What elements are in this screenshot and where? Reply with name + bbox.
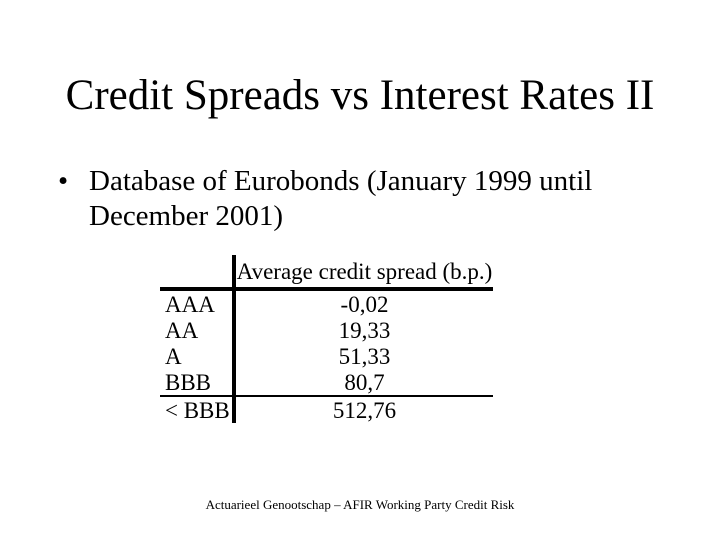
- rating-cell: AA: [165, 317, 199, 343]
- column-header-average-credit-spread: Average credit spread (b.p.): [232, 255, 493, 291]
- table-corner-cell: [160, 255, 234, 291]
- bullet-text: Database of Eurobonds (January 1999 unti…: [89, 165, 593, 232]
- rating-cell: A: [165, 343, 182, 369]
- spread-value-cell: 512,76: [232, 396, 493, 423]
- table-row: < BBB 512,76: [160, 396, 493, 423]
- table-row: A 51,33: [160, 343, 493, 369]
- table-header-row: Average credit spread (b.p.): [160, 255, 493, 291]
- credit-spread-table: Average credit spread (b.p.) AAA -0,02 A…: [160, 255, 493, 423]
- table-row: BBB 80,7: [160, 369, 493, 397]
- spread-value-cell: 19,33: [232, 317, 493, 343]
- spread-value-cell: -0,02: [232, 289, 493, 317]
- spread-value-cell: 51,33: [232, 343, 493, 369]
- rating-cell: AAA: [165, 291, 215, 317]
- bullet-item: • Database of Eurobonds (January 1999 un…: [58, 164, 698, 234]
- rating-cell: BBB: [160, 369, 234, 397]
- bullet-symbol: •: [58, 165, 69, 197]
- table-row: AAA -0,02: [160, 289, 493, 317]
- slide-footer: Actuarieel Genootschap – AFIR Working Pa…: [205, 497, 515, 512]
- slide-title: Credit Spreads vs Interest Rates II: [65, 72, 655, 119]
- table-row: AA 19,33: [160, 317, 493, 343]
- spread-value-cell: 80,7: [232, 369, 493, 397]
- rating-cell: < BBB: [165, 397, 230, 423]
